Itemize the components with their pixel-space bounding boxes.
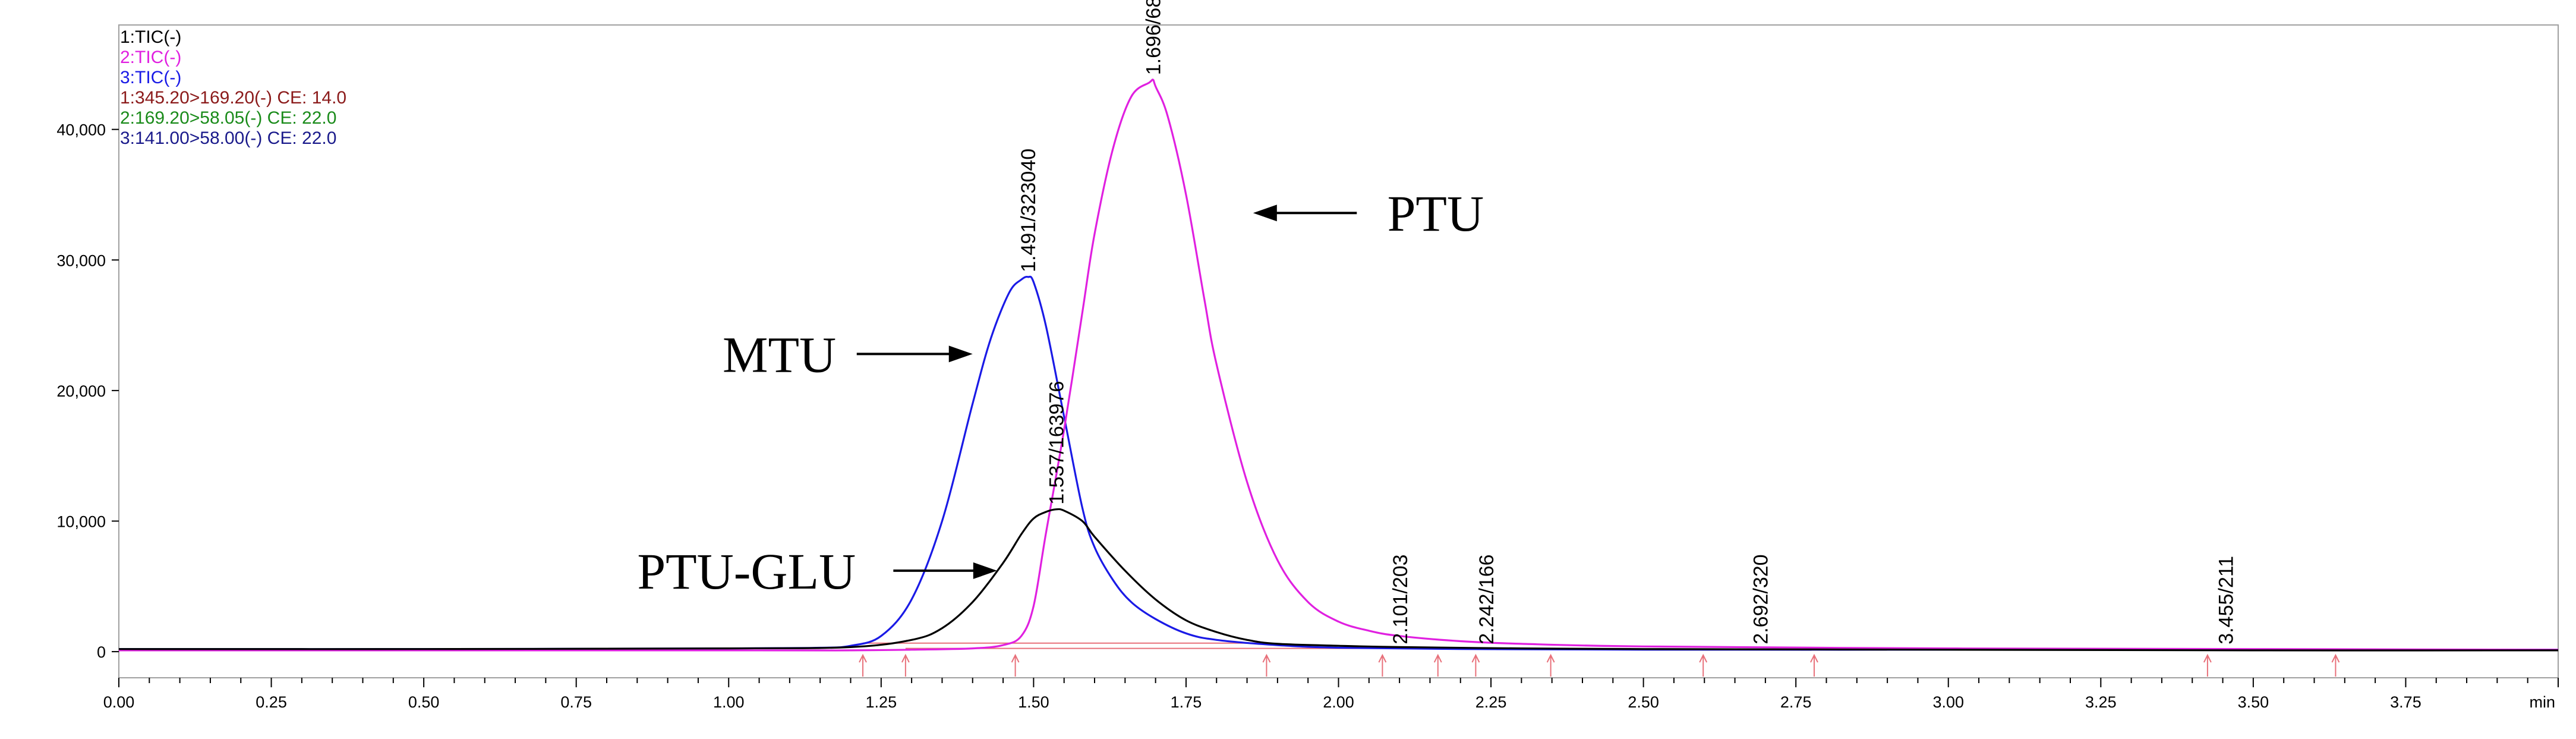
series-line — [118, 275, 2558, 651]
x-tick-label: 1.25 — [866, 693, 897, 711]
y-tick-label: 0 — [97, 643, 106, 661]
integration-marker — [1810, 653, 1818, 677]
annotation-label: MTU — [723, 326, 836, 383]
x-tick-label: 0.00 — [103, 693, 135, 711]
axes-layer: 0 10,000 20,000 30,000 40,000 0.00 0.25 0.50 0.7… — [56, 121, 2559, 711]
peak-label: 1.696/682225 — [1143, 0, 1165, 75]
legend-entry: 3:TIC(-) — [120, 68, 181, 87]
annotation-arrow — [893, 562, 997, 579]
peak-label: 2.692/320 — [1750, 554, 1773, 644]
annotation-label: PTU — [1388, 185, 1484, 242]
integration-marker — [1471, 653, 1480, 677]
x-tick-label: 0.50 — [408, 693, 440, 711]
legend: 1:TIC(-)2:TIC(-)3:TIC(-)1:345.20>169.20(… — [120, 27, 346, 148]
x-tick-label: 2.50 — [1628, 693, 1659, 711]
x-tick-label: 2.75 — [1780, 693, 1812, 711]
integration-marker — [901, 653, 910, 677]
annotation-label: PTU-GLU — [637, 543, 856, 600]
integration-marker — [2331, 653, 2340, 677]
series-line — [118, 508, 2559, 652]
integration-marker — [1699, 653, 1708, 677]
x-tick-label: 3.75 — [2390, 693, 2421, 711]
plot-frame — [118, 24, 2559, 678]
x-tick-label: 3.00 — [1932, 693, 1964, 711]
peak-label: 1.491/323040 — [1017, 149, 1040, 272]
y-tick-label: 20,000 — [56, 382, 106, 400]
legend-entry: 1:TIC(-) — [120, 27, 181, 47]
integration-marker-layer — [859, 653, 2340, 677]
integration-marker — [1262, 653, 1271, 677]
x-tick-label: 3.50 — [2238, 693, 2269, 711]
x-axis-label: min — [2529, 693, 2555, 711]
integration-marker — [2203, 653, 2212, 677]
peak-label: 2.242/166 — [1475, 554, 1498, 644]
annotation-arrow — [856, 345, 973, 363]
series-line — [118, 78, 2559, 652]
peak-label: 3.455/211 — [2215, 556, 2238, 644]
y-tick-label: 10,000 — [56, 512, 106, 530]
x-tick-label: 0.75 — [560, 693, 592, 711]
legend-entry: 1:345.20>169.20(-) CE: 14.0 — [120, 88, 346, 108]
x-tick-label: 1.50 — [1018, 693, 1049, 711]
peak-label: 2.101/203 — [1389, 554, 1412, 644]
annotation-arrow — [1253, 205, 1357, 222]
x-tick-label: 2.00 — [1323, 693, 1354, 711]
integration-marker — [1433, 653, 1442, 677]
series-layer — [118, 78, 2559, 652]
legend-entry: 2:169.20>58.05(-) CE: 22.0 — [120, 108, 336, 128]
integration-marker — [1378, 653, 1387, 677]
x-tick-label: 3.25 — [2085, 693, 2117, 711]
legend-entry: 3:141.00>58.00(-) CE: 22.0 — [120, 128, 336, 148]
x-tick-label: 1.00 — [713, 693, 745, 711]
x-tick-label: 1.75 — [1171, 693, 1202, 711]
peak-label-layer: 1.491/323040 1.696/682225 1.537/163976 2.10… — [1017, 0, 2238, 644]
integration-marker — [1011, 653, 1020, 677]
peak-label: 1.537/163976 — [1045, 381, 1068, 505]
annotation-layer: PTU MTU PTU-GLU — [637, 185, 1484, 600]
integration-marker — [859, 653, 867, 677]
x-tick-label: 0.25 — [256, 693, 287, 711]
integration-marker — [1546, 653, 1555, 677]
y-tick-label: 40,000 — [56, 121, 106, 139]
y-tick-label: 30,000 — [56, 251, 106, 269]
legend-entry: 2:TIC(-) — [120, 48, 181, 67]
x-tick-label: 2.25 — [1475, 693, 1507, 711]
